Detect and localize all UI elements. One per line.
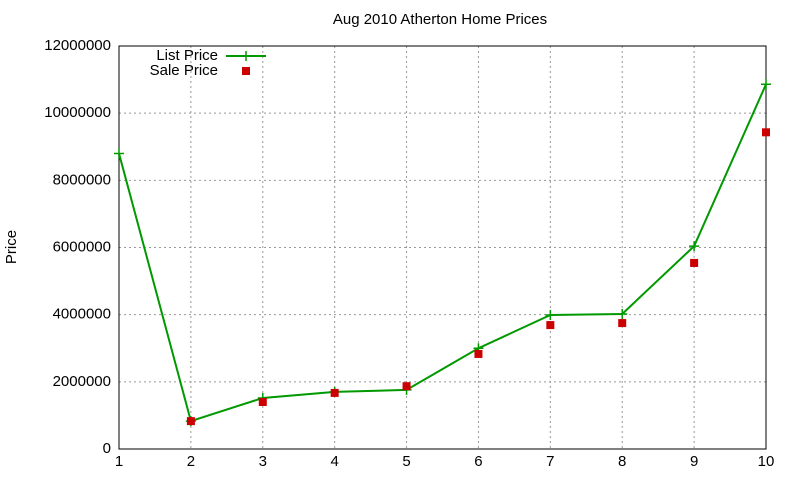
x-tick-label: 9 [690,453,698,470]
point [690,258,699,267]
y-tick-label: 8000000 [53,171,111,188]
point [618,319,627,328]
legend-label: List Price [156,47,218,64]
point [258,397,267,406]
plot-frame [118,45,767,450]
line [118,83,767,423]
y-tick-label: 10000000 [44,104,111,121]
point [545,310,556,321]
legend-swatch [241,51,251,61]
y-tick-label: 12000000 [44,37,111,54]
point [761,79,771,90]
x-tick-label: 3 [259,453,267,470]
point [762,128,770,137]
point [474,349,483,358]
point [689,241,700,252]
x-tick-label: 6 [474,453,482,470]
point [402,382,411,391]
x-tick-label: 2 [187,453,195,470]
x-tick-label: 10 [758,453,775,470]
x-tick-label: 4 [330,453,338,470]
chart-title: Aug 2010 Atherton Home Prices [333,11,547,28]
legend-label: Sale Price [150,62,218,79]
y-tick-label: 2000000 [53,373,111,390]
x-tick-label: 7 [546,453,554,470]
x-tick-label: 1 [115,453,123,470]
point [546,321,555,330]
point [330,388,339,397]
y-axis-label: Price [3,230,20,264]
point [114,148,124,159]
legend-swatch [242,67,250,75]
point [186,417,195,426]
point [617,308,628,319]
y-tick-label: 6000000 [53,238,111,255]
x-tick-label: 8 [618,453,626,470]
x-tick-label: 5 [402,453,410,470]
y-tick-label: 4000000 [53,306,111,323]
y-tick-label: 0 [103,440,111,457]
